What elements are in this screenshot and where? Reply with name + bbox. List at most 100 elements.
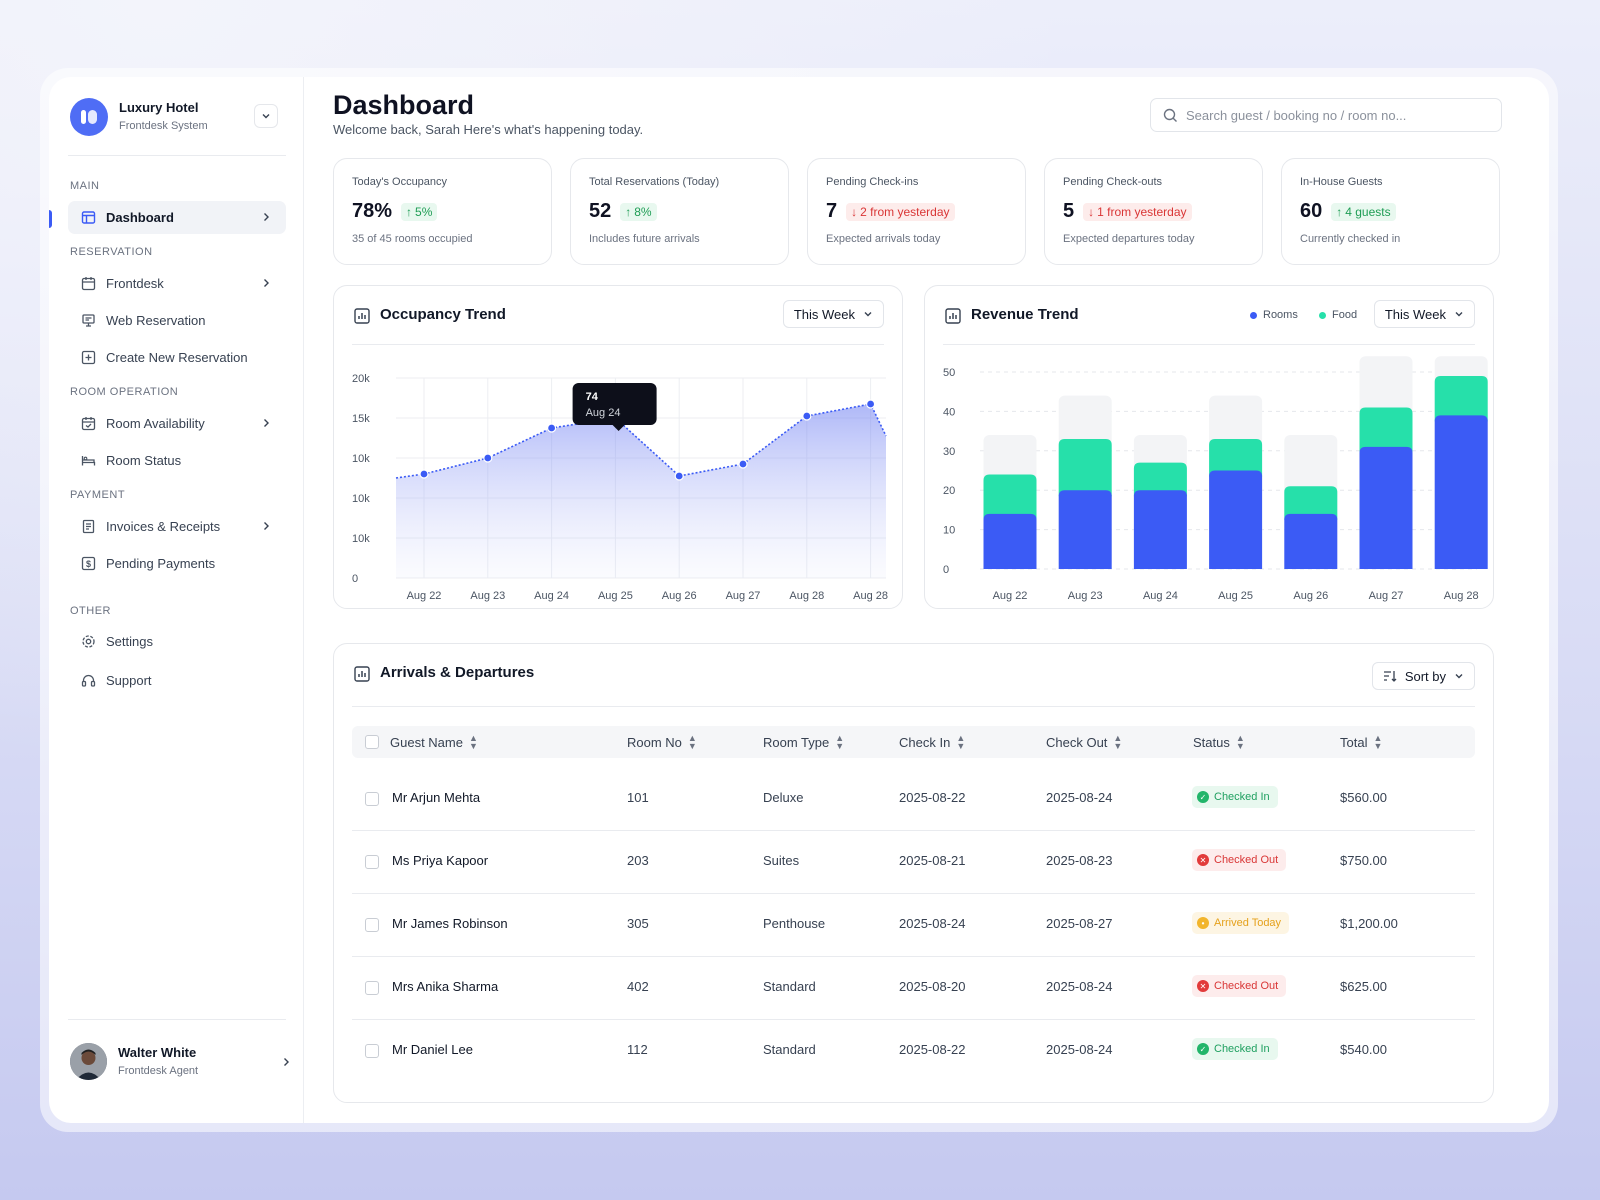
column-header-checkout[interactable]: Check Out ▲ ▼ [1046, 733, 1123, 751]
table-row[interactable]: Mr James Robinson 305 Penthouse 2025-08-… [352, 894, 1475, 957]
sort-icon [1383, 671, 1397, 682]
stat-card-pending-checkouts: Pending Check-outs 5 ↓ 1 from yesterday E… [1044, 158, 1263, 265]
period-dropdown[interactable]: This Week [1373, 300, 1475, 328]
table-row[interactable]: Mrs Anika Sharma 402 Standard 2025-08-20… [352, 957, 1475, 1020]
brand-switcher-button[interactable] [254, 104, 278, 128]
y-tick-label: 30 [943, 446, 955, 458]
sidebar-item-web-reservation[interactable]: Web Reservation [68, 304, 286, 337]
x-tick-label: Aug 24 [534, 590, 569, 602]
select-all-checkbox[interactable] [365, 735, 379, 749]
y-tick-label: 0 [352, 573, 358, 585]
sidebar-item-create-reservation[interactable]: Create New Reservation [68, 341, 286, 374]
stat-title: Today's Occupancy [352, 176, 448, 188]
stat-card-reservations: Total Reservations (Today) 52 ↑ 8% Includ… [570, 158, 789, 265]
room-type: Penthouse [763, 916, 826, 931]
tooltip-label: Aug 24 [586, 407, 621, 419]
chart-icon [354, 666, 370, 682]
section-label-other: OTHER [70, 605, 111, 617]
room-type: Standard [763, 1042, 816, 1057]
y-tick-label: 20 [943, 485, 955, 497]
room-no: 305 [627, 916, 649, 931]
column-label: Room Type [763, 734, 830, 750]
divider [68, 155, 286, 156]
period-dropdown[interactable]: This Week [782, 300, 884, 328]
arrow-up-icon: ↑ [1336, 204, 1343, 219]
row-checkbox[interactable] [365, 1044, 379, 1058]
search-box[interactable] [1150, 98, 1502, 132]
stat-value: 5 [1063, 200, 1075, 222]
bar-food [1209, 438, 1263, 477]
avatar [70, 1043, 107, 1080]
table-row[interactable]: Mr Daniel Lee 112 Standard 2025-08-22 20… [352, 1020, 1475, 1083]
status-badge: ✓ Checked In [1192, 786, 1278, 808]
sidebar-item-pending-payments[interactable]: $ Pending Payments [68, 547, 286, 580]
stat-delta: ↑ 4 guests [1331, 202, 1396, 221]
user-name: Walter White [118, 1045, 197, 1060]
sidebar-item-room-availability[interactable]: Room Availability [68, 407, 286, 440]
panel-title: Arrivals & Departures [380, 664, 535, 681]
series-line [395, 403, 887, 479]
bar-food [1284, 486, 1338, 520]
user-role: Frontdesk Agent [118, 1065, 199, 1077]
row-checkbox[interactable] [365, 855, 379, 869]
table-row[interactable]: Ms Priya Kapoor 203 Suites 2025-08-21 20… [352, 831, 1475, 894]
column-header-checkin[interactable]: Check In ▲ ▼ [899, 734, 965, 751]
sidebar-item-room-status[interactable]: Room Status [68, 444, 286, 477]
row-checkbox[interactable] [365, 792, 379, 806]
guest-name: Ms Priya Kapoor [392, 853, 489, 868]
sidebar-item-label: Settings [106, 634, 153, 649]
headset-icon [80, 673, 96, 689]
table-row[interactable]: Mr Arjun Mehta 101 Deluxe 2025-08-22 202… [352, 768, 1475, 831]
panel-title: Revenue Trend [971, 306, 1079, 323]
section-label-room-operation: ROOM OPERATION [70, 386, 179, 398]
user-profile[interactable]: Walter White Frontdesk Agent [70, 1043, 290, 1083]
y-tick-label: 40 [943, 406, 955, 418]
data-point [547, 423, 557, 433]
y-tick-label: 15k [352, 413, 370, 425]
x-tick-label: Aug 28 [1444, 590, 1479, 602]
column-header-status[interactable]: Status ▲ ▼ [1193, 734, 1245, 751]
stat-card-inhouse: In-House Guests 60 ↑ 4 guests Currently c… [1281, 158, 1500, 265]
sidebar-item-label: Invoices & Receipts [106, 519, 221, 534]
sidebar-item-frontdesk[interactable]: Frontdesk [68, 267, 286, 300]
search-input[interactable] [1186, 107, 1476, 123]
chevron-down-icon [262, 114, 270, 119]
sidebar-item-invoices[interactable]: Invoices & Receipts [68, 510, 286, 543]
sidebar-item-settings[interactable]: Settings [68, 625, 286, 658]
monitor-icon [80, 313, 96, 329]
column-label: Check Out [1046, 734, 1108, 750]
legend-food: Food [1319, 309, 1357, 321]
bed-icon [80, 453, 96, 469]
column-header-total[interactable]: Total ▲ ▼ [1340, 734, 1382, 751]
arrow-up-icon: ↑ [406, 204, 413, 219]
column-header-type[interactable]: Room Type ▲ ▼ [763, 734, 844, 751]
x-tick-label: Aug 23 [1068, 590, 1103, 602]
chevron-right-icon [284, 1058, 289, 1066]
column-header-room[interactable]: Room No ▲ ▼ [627, 734, 697, 751]
calendar-check-icon [80, 416, 96, 432]
y-tick-label: 10k [352, 453, 370, 465]
page-title: Dashboard [333, 90, 475, 120]
y-tick-label: 0 [943, 564, 949, 576]
chevron-right-icon [264, 213, 269, 221]
row-checkbox[interactable] [365, 981, 379, 995]
column-header-guest[interactable]: Guest Name ▲ ▼ [390, 734, 478, 751]
sidebar-item-dashboard[interactable]: Dashboard [68, 201, 286, 234]
status-badge: ✕ Checked Out [1192, 975, 1287, 997]
search-icon [1163, 108, 1177, 122]
legend-dot [1319, 311, 1326, 319]
revenue-chart: 0 10 20 30 40 50 Aug 22 Aug 23 Aug 24 Aug 25 Aug 2… [943, 356, 1488, 602]
sort-arrows-icon: ▲ ▼ [1113, 733, 1123, 751]
sidebar-item-label: Support [106, 673, 152, 688]
legend-dot [1250, 311, 1257, 319]
sidebar-item-support[interactable]: Support [68, 664, 286, 697]
y-tick-label: 20k [352, 373, 370, 385]
stat-value: 78% [352, 200, 393, 222]
x-tick-label: Aug 26 [662, 590, 697, 602]
chevron-down-icon [1455, 674, 1463, 679]
sort-dropdown[interactable]: Sort by [1371, 662, 1475, 690]
stat-delta: ↑ 8% [620, 202, 657, 221]
chevron-down-icon [864, 312, 872, 317]
bar-food [1359, 407, 1413, 453]
row-checkbox[interactable] [365, 918, 379, 932]
